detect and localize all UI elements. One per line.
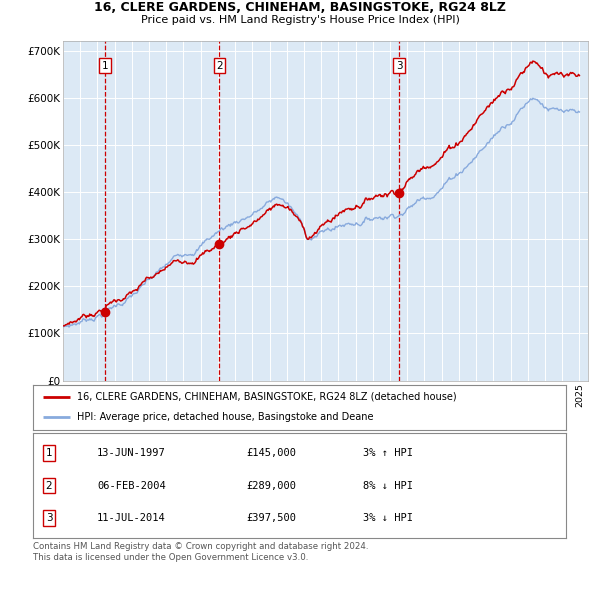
Text: 16, CLERE GARDENS, CHINEHAM, BASINGSTOKE, RG24 8LZ: 16, CLERE GARDENS, CHINEHAM, BASINGSTOKE…	[94, 2, 506, 15]
Text: This data is licensed under the Open Government Licence v3.0.: This data is licensed under the Open Gov…	[33, 553, 308, 562]
Text: 11-JUL-2014: 11-JUL-2014	[97, 513, 166, 523]
Text: Contains HM Land Registry data © Crown copyright and database right 2024.: Contains HM Land Registry data © Crown c…	[33, 542, 368, 550]
Text: £145,000: £145,000	[246, 448, 296, 458]
Text: 3: 3	[46, 513, 52, 523]
Text: 3: 3	[396, 61, 403, 71]
Text: 16, CLERE GARDENS, CHINEHAM, BASINGSTOKE, RG24 8LZ (detached house): 16, CLERE GARDENS, CHINEHAM, BASINGSTOKE…	[77, 392, 457, 402]
Text: 3% ↓ HPI: 3% ↓ HPI	[364, 513, 413, 523]
Text: Price paid vs. HM Land Registry's House Price Index (HPI): Price paid vs. HM Land Registry's House …	[140, 15, 460, 25]
Text: 8% ↓ HPI: 8% ↓ HPI	[364, 481, 413, 490]
Text: 2: 2	[216, 61, 223, 71]
Text: 3% ↑ HPI: 3% ↑ HPI	[364, 448, 413, 458]
Text: 1: 1	[101, 61, 109, 71]
Text: £397,500: £397,500	[246, 513, 296, 523]
Text: 2: 2	[46, 481, 52, 490]
Text: £289,000: £289,000	[246, 481, 296, 490]
Text: 13-JUN-1997: 13-JUN-1997	[97, 448, 166, 458]
Text: 06-FEB-2004: 06-FEB-2004	[97, 481, 166, 490]
Text: HPI: Average price, detached house, Basingstoke and Deane: HPI: Average price, detached house, Basi…	[77, 412, 373, 422]
Text: 1: 1	[46, 448, 52, 458]
